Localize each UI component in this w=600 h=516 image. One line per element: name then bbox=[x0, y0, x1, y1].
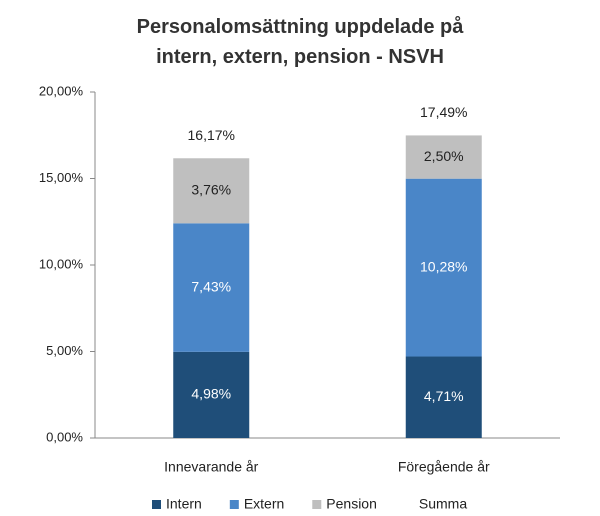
data-label: 4,71% bbox=[424, 388, 464, 404]
y-tick-label: 5,00% bbox=[46, 343, 83, 358]
total-label: 17,49% bbox=[420, 104, 467, 120]
total-label: 16,17% bbox=[188, 127, 235, 143]
y-tick-label: 0,00% bbox=[46, 429, 83, 444]
legend-swatch bbox=[152, 500, 161, 509]
data-label: 10,28% bbox=[420, 258, 467, 274]
data-label: 7,43% bbox=[191, 278, 231, 294]
bar-segment bbox=[173, 158, 250, 224]
legend-label: Intern bbox=[166, 496, 202, 512]
chart-title: Personalomsättning uppdelade på intern, … bbox=[136, 16, 464, 68]
bar-segment bbox=[405, 135, 482, 179]
data-label: 3,76% bbox=[191, 181, 231, 197]
legend-label: Summa bbox=[419, 496, 467, 512]
legend-label: Pension bbox=[326, 496, 377, 512]
data-label: 2,50% bbox=[424, 148, 464, 164]
y-tick-label: 20,00% bbox=[39, 83, 84, 98]
legend-swatch bbox=[312, 500, 322, 509]
x-tick-label: Innevarande år bbox=[164, 459, 259, 475]
bar-segment bbox=[405, 356, 482, 438]
x-tick-label: Föregående år bbox=[398, 459, 490, 475]
bar-segment bbox=[405, 178, 482, 357]
legend-label: Extern bbox=[244, 496, 284, 512]
y-tick-label: 15,00% bbox=[39, 170, 84, 185]
legend-swatch bbox=[229, 500, 239, 509]
bar-segment bbox=[173, 351, 250, 438]
data-label: 4,98% bbox=[191, 386, 231, 402]
bar-segment bbox=[173, 223, 250, 352]
y-tick-label: 10,00% bbox=[39, 256, 84, 271]
